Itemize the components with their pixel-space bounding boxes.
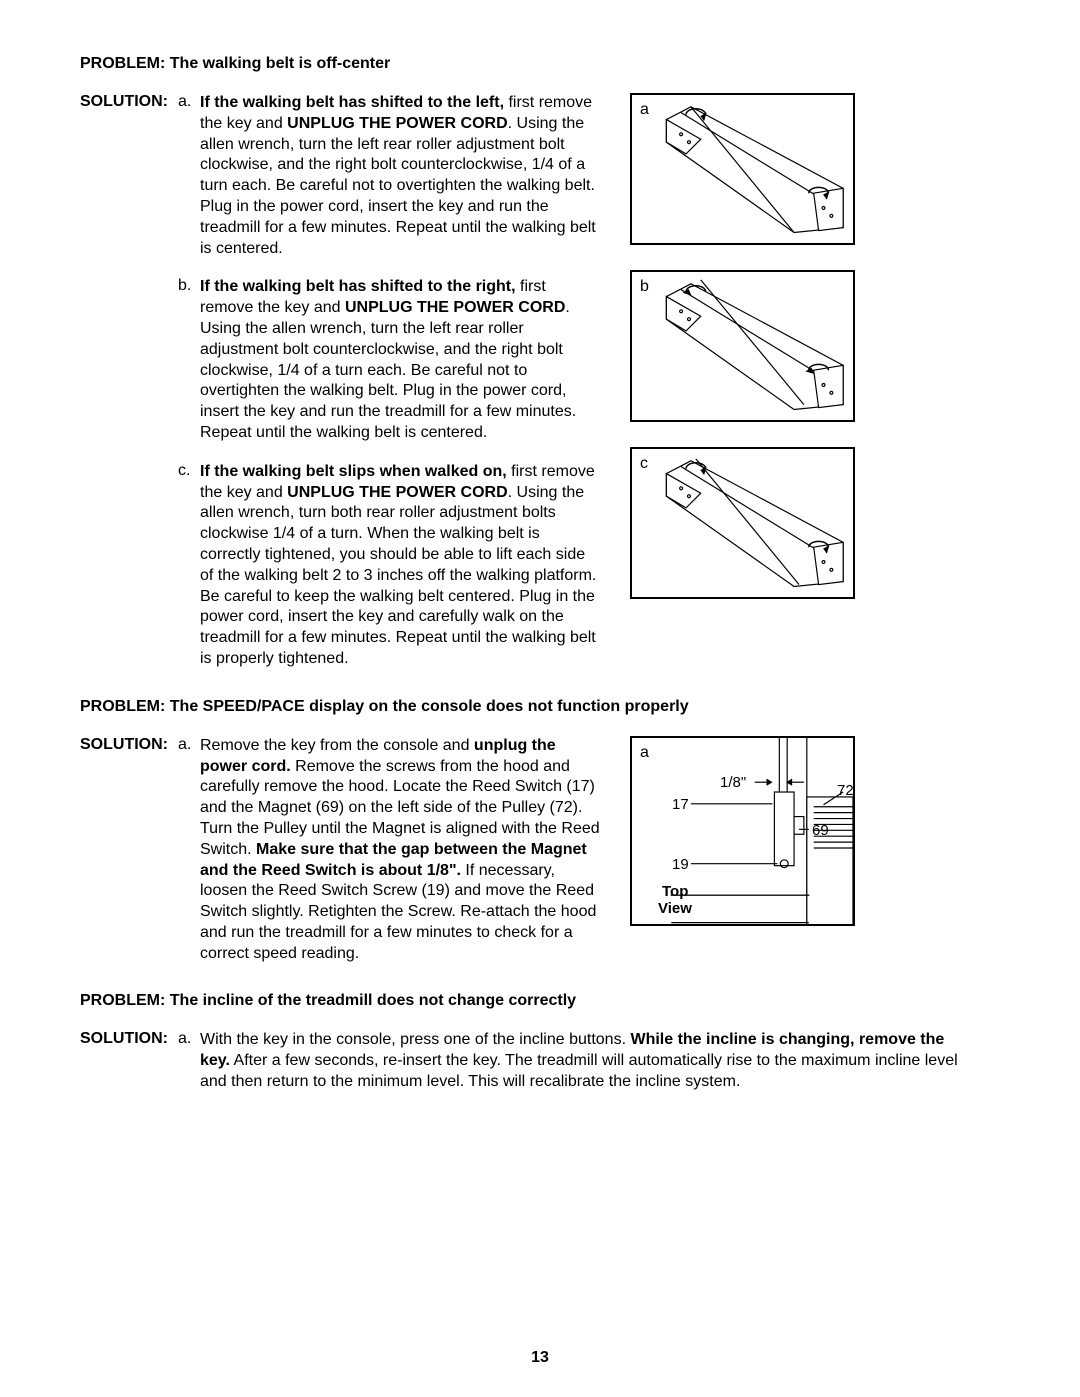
solution-letter: b. (178, 277, 200, 295)
text: With the key in the console, press one o… (200, 1031, 630, 1048)
bold-phrase: If the walking belt slips when walked on… (200, 463, 507, 480)
problem3-header: PROBLEM: The incline of the treadmill do… (80, 992, 1000, 1010)
solution-letter: a. (178, 736, 200, 754)
text: . Using the allen wrench, turn the left … (200, 299, 576, 441)
diagram-a-reed-switch: a (630, 736, 855, 926)
text: . Using the allen wrench, turn both rear… (200, 484, 596, 667)
view-label: View (658, 900, 692, 917)
problem1-text-column: SOLUTION: a. If the walking belt has shi… (80, 93, 600, 688)
solution-letter: a. (178, 93, 200, 111)
problem2-header: PROBLEM: The SPEED/PACE display on the c… (80, 698, 1000, 716)
top-label: Top (662, 883, 688, 900)
bold-phrase: UNPLUG THE POWER CORD (345, 299, 565, 316)
solution3a-body: With the key in the console, press one o… (200, 1030, 960, 1092)
gap-label: 1/8" (720, 774, 746, 791)
part-69-label: 69 (812, 822, 829, 839)
solution1c-body: If the walking belt slips when walked on… (200, 462, 600, 670)
solution1c-row: c. If the walking belt slips when walked… (80, 462, 600, 670)
problem2-text-column: SOLUTION: a. Remove the key from the con… (80, 736, 600, 983)
bold-phrase: If the walking belt has shifted to the r… (200, 278, 516, 295)
bold-phrase: UNPLUG THE POWER CORD (287, 115, 507, 132)
treadmill-diagram-icon (632, 272, 853, 421)
solution-label: SOLUTION: (80, 1030, 178, 1048)
part-19-label: 19 (672, 856, 689, 873)
part-72-label: 72 (837, 782, 854, 799)
part-17-label: 17 (672, 796, 689, 813)
diagram-column-2: a (630, 736, 855, 983)
treadmill-diagram-icon (632, 95, 853, 244)
diagram-c-belt: c (630, 447, 855, 599)
solution-letter: c. (178, 462, 200, 480)
problem1-header: PROBLEM: The walking belt is off-center (80, 55, 1000, 73)
solution2a-body: Remove the key from the console and unpl… (200, 736, 600, 965)
problem2-content: SOLUTION: a. Remove the key from the con… (80, 736, 1000, 983)
text: After a few seconds, re-insert the key. … (200, 1052, 958, 1090)
solution1a-row: SOLUTION: a. If the walking belt has shi… (80, 93, 600, 259)
solution2a-row: SOLUTION: a. Remove the key from the con… (80, 736, 600, 965)
solution-label: SOLUTION: (80, 736, 178, 754)
text: . Using the allen wrench, turn the left … (200, 115, 596, 257)
solution-letter: a. (178, 1030, 200, 1048)
bold-phrase: If the walking belt has shifted to the l… (200, 94, 504, 111)
solution1b-body: If the walking belt has shifted to the r… (200, 277, 600, 443)
solution1b-row: b. If the walking belt has shifted to th… (80, 277, 600, 443)
diagram-a-belt: a (630, 93, 855, 245)
manual-page: PROBLEM: The walking belt is off-center … (0, 0, 1080, 1397)
solution3a-row: SOLUTION: a. With the key in the console… (80, 1030, 1000, 1092)
page-number: 13 (0, 1349, 1080, 1367)
diagram-column-1: a (630, 93, 855, 688)
solution1a-body: If the walking belt has shifted to the l… (200, 93, 600, 259)
diagram-b-belt: b (630, 270, 855, 422)
text: Remove the key from the console and (200, 737, 474, 754)
bold-phrase: UNPLUG THE POWER CORD (287, 484, 507, 501)
problem1-content: SOLUTION: a. If the walking belt has shi… (80, 93, 1000, 688)
treadmill-diagram-icon (632, 449, 853, 598)
solution-label: SOLUTION: (80, 93, 178, 111)
